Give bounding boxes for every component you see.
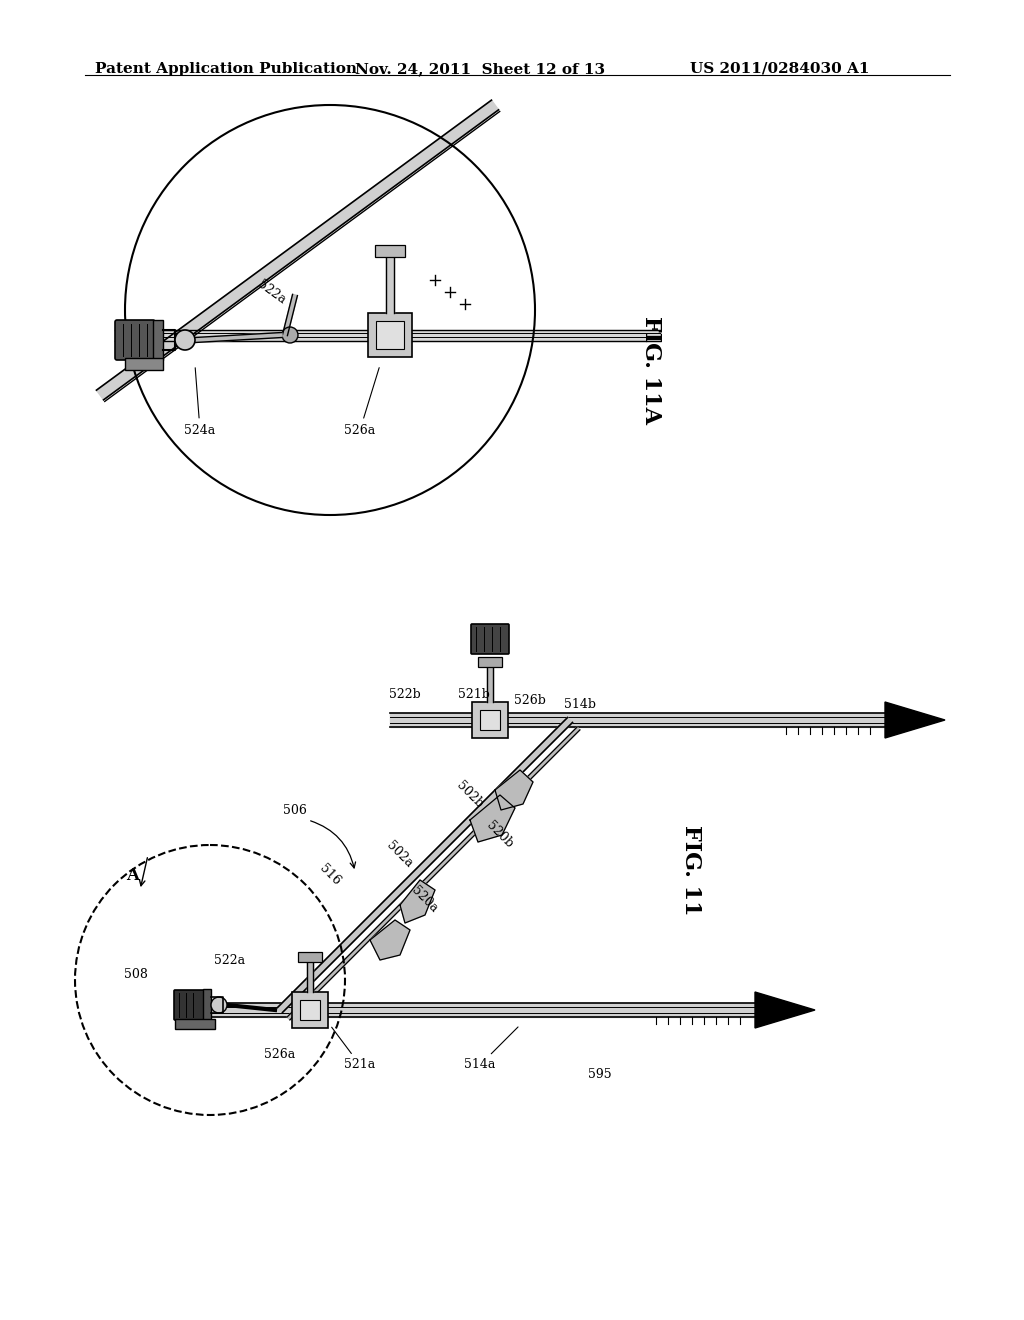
Text: 502a: 502a: [384, 840, 416, 871]
Polygon shape: [386, 255, 394, 313]
Polygon shape: [370, 920, 410, 960]
Text: Patent Application Publication: Patent Application Publication: [95, 62, 357, 77]
Polygon shape: [195, 1003, 760, 1016]
Text: 521b: 521b: [458, 689, 490, 701]
Text: 595: 595: [588, 1068, 611, 1081]
Text: 520b: 520b: [484, 820, 516, 851]
Bar: [375, 246, 406, 257]
Polygon shape: [307, 960, 313, 993]
Text: 516: 516: [317, 862, 343, 888]
Bar: [472, 702, 508, 738]
Text: 506: 506: [283, 804, 307, 817]
Text: 508: 508: [124, 969, 148, 982]
Text: FIG. 11A: FIG. 11A: [640, 315, 662, 424]
Text: 524a: 524a: [184, 368, 216, 437]
Bar: [292, 993, 328, 1028]
Polygon shape: [755, 993, 815, 1028]
Text: 526b: 526b: [514, 693, 546, 706]
Bar: [368, 313, 412, 356]
Bar: [300, 1001, 319, 1020]
Text: 526a: 526a: [264, 1048, 296, 1061]
Text: FIG. 11: FIG. 11: [680, 825, 702, 915]
Polygon shape: [96, 100, 499, 400]
Circle shape: [125, 106, 535, 515]
Polygon shape: [470, 795, 515, 842]
Bar: [125, 358, 163, 370]
Polygon shape: [278, 718, 572, 1012]
Text: 520a: 520a: [410, 884, 440, 916]
Circle shape: [211, 997, 227, 1012]
Text: 522b: 522b: [389, 689, 421, 701]
Bar: [298, 952, 322, 962]
Circle shape: [282, 327, 298, 343]
Polygon shape: [495, 770, 534, 810]
FancyBboxPatch shape: [115, 319, 155, 360]
Text: 522a: 522a: [214, 953, 246, 966]
Text: 514b: 514b: [564, 698, 596, 711]
Polygon shape: [400, 880, 435, 923]
FancyBboxPatch shape: [174, 990, 204, 1020]
Bar: [153, 319, 163, 360]
Text: 526a: 526a: [344, 368, 379, 437]
Bar: [480, 710, 500, 730]
Bar: [203, 989, 211, 1020]
Bar: [175, 1019, 215, 1030]
Polygon shape: [195, 333, 283, 342]
Bar: [478, 657, 502, 667]
Bar: [376, 321, 404, 348]
Circle shape: [175, 330, 195, 350]
FancyBboxPatch shape: [471, 624, 509, 653]
Text: A: A: [127, 866, 139, 883]
Text: 521a: 521a: [332, 1027, 376, 1072]
Polygon shape: [885, 702, 945, 738]
Polygon shape: [390, 713, 890, 727]
Text: 514a: 514a: [464, 1027, 518, 1072]
Polygon shape: [487, 665, 493, 702]
Polygon shape: [287, 727, 580, 1020]
Text: US 2011/0284030 A1: US 2011/0284030 A1: [690, 62, 869, 77]
Polygon shape: [115, 330, 660, 341]
Polygon shape: [283, 294, 297, 335]
Text: Nov. 24, 2011  Sheet 12 of 13: Nov. 24, 2011 Sheet 12 of 13: [355, 62, 605, 77]
Text: 522a: 522a: [255, 277, 288, 306]
Text: 502b: 502b: [454, 779, 485, 810]
